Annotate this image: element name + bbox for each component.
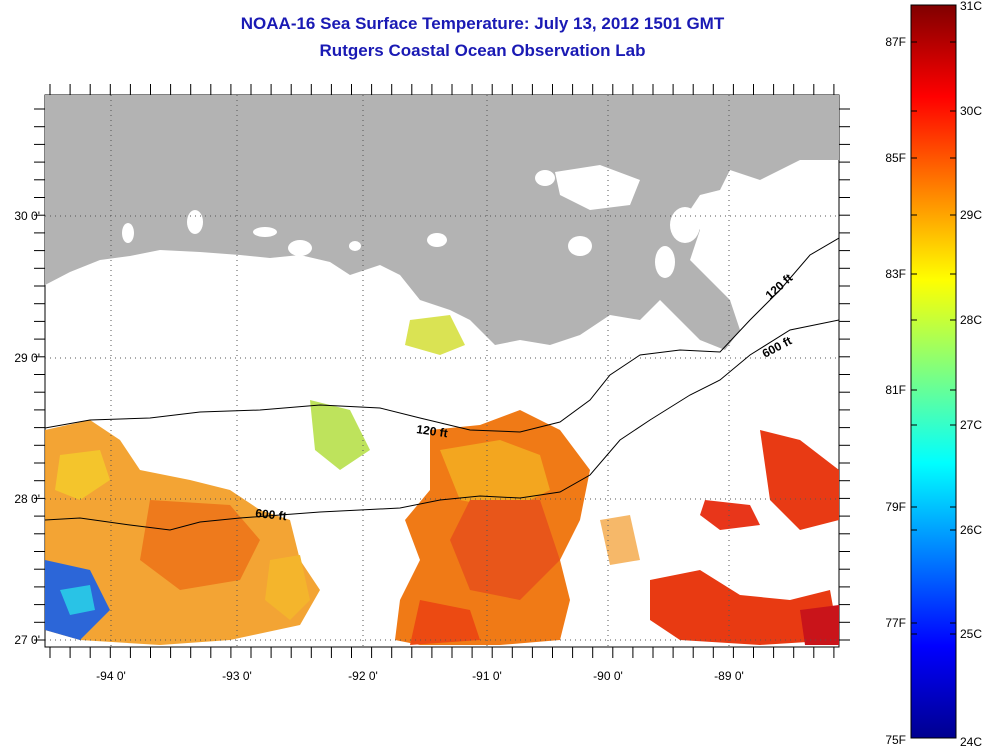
contour-600ft-line xyxy=(45,319,839,531)
lat-label-30: 30 0' xyxy=(14,209,40,223)
cb-f-75: 75F xyxy=(885,733,906,747)
lon-label-94: -94 0' xyxy=(96,669,126,683)
cb-c-26: 26C xyxy=(960,523,982,537)
cb-c-30: 30C xyxy=(960,104,982,118)
cb-c-24: 24C xyxy=(960,735,982,749)
cb-c-31: 31C xyxy=(960,0,982,13)
colorbar xyxy=(910,4,957,739)
axis-ticks xyxy=(34,84,850,658)
sst-data-layer xyxy=(45,315,839,645)
lon-label-91: -91 0' xyxy=(472,669,502,683)
map-title: NOAA-16 Sea Surface Temperature: July 13… xyxy=(240,14,725,33)
cb-f-77: 77F xyxy=(885,616,906,630)
cb-f-85: 85F xyxy=(885,151,906,165)
colorbar-ticks xyxy=(911,41,956,635)
grid-lines xyxy=(45,95,839,647)
lat-label-29: 29 0' xyxy=(14,351,40,365)
cb-c-29: 29C xyxy=(960,208,982,222)
lon-label-90: -90 0' xyxy=(593,669,623,683)
cb-f-83: 83F xyxy=(885,267,906,281)
contour-label-120ft-gulf: 120 ft xyxy=(416,422,449,440)
lat-label-28: 28 0' xyxy=(14,492,40,506)
cb-c-28: 28C xyxy=(960,313,982,327)
cb-f-81: 81F xyxy=(885,383,906,397)
lon-label-92: -92 0' xyxy=(348,669,378,683)
cb-f-79: 79F xyxy=(885,500,906,514)
lat-label-27: 27 0' xyxy=(14,633,40,647)
cb-c-27: 27C xyxy=(960,418,982,432)
land-mass xyxy=(45,95,839,350)
contour-label-600ft-west: 600 ft xyxy=(255,506,288,523)
map-subtitle: Rutgers Coastal Ocean Observation Lab xyxy=(319,41,646,60)
cb-c-25: 25C xyxy=(960,627,982,641)
contour-120ft-line xyxy=(45,237,839,433)
cb-f-87: 87F xyxy=(885,35,906,49)
lon-label-93: -93 0' xyxy=(222,669,252,683)
lon-label-89: -89 0' xyxy=(714,669,744,683)
